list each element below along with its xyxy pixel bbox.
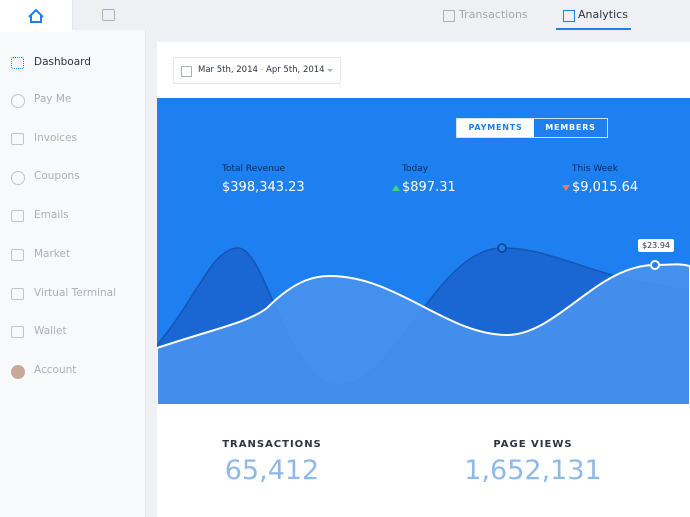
toggle: PAYMENTS MEMBERS bbox=[456, 118, 608, 138]
stat-value: $9,015.64 bbox=[572, 180, 639, 195]
tab-icon bbox=[563, 10, 575, 22]
stat-label: This Week bbox=[572, 164, 618, 174]
calendar-icon bbox=[181, 66, 192, 77]
list-tab[interactable] bbox=[72, 0, 146, 30]
stat-value: $897.31 bbox=[402, 180, 456, 195]
toggle-option[interactable]: MEMBERS bbox=[545, 123, 596, 132]
tab-icon bbox=[443, 10, 455, 22]
stat-value: $398,343.23 bbox=[222, 180, 305, 195]
menu-item[interactable]: Account bbox=[34, 364, 77, 376]
menu-item[interactable]: Wallet bbox=[34, 325, 67, 337]
menu-icon bbox=[11, 365, 25, 379]
point-marker bbox=[497, 243, 507, 253]
nav-tab[interactable]: Transactions bbox=[459, 8, 528, 21]
menu-icon bbox=[11, 249, 24, 261]
menu-item[interactable]: Market bbox=[34, 248, 71, 260]
area-chart bbox=[157, 243, 690, 405]
point-marker bbox=[650, 260, 660, 270]
home-icon bbox=[28, 8, 44, 23]
menu-icon bbox=[11, 210, 24, 222]
dropdown-caret bbox=[327, 69, 333, 72]
down-arrow bbox=[562, 185, 570, 191]
top-bar: Transactions Analytics bbox=[146, 0, 690, 30]
tooltip: $23.94 bbox=[638, 239, 674, 252]
stat-label: Today bbox=[402, 164, 429, 174]
total-value: 65,412 bbox=[224, 455, 320, 486]
total-label: PAGE VIEWS bbox=[493, 439, 573, 450]
menu-item[interactable]: Virtual Terminal bbox=[34, 287, 117, 299]
stat-label: Total Revenue bbox=[222, 164, 286, 174]
list-icon bbox=[102, 9, 115, 21]
home-tab[interactable] bbox=[0, 0, 72, 32]
menu-item[interactable]: Dashboard bbox=[34, 56, 91, 68]
menu-item[interactable]: Invoices bbox=[34, 132, 78, 144]
menu-icon bbox=[11, 57, 24, 69]
content-card: Mar 5th, 2014 - Apr 5th, 2014 $23.94 PAY… bbox=[157, 42, 690, 517]
active-underline bbox=[556, 28, 631, 30]
chart-panel: $23.94 PAYMENTS MEMBERS Total Revenue $39… bbox=[157, 98, 690, 405]
total-label: TRANSACTIONS bbox=[222, 439, 322, 450]
up-arrow bbox=[392, 185, 400, 191]
menu-icon bbox=[11, 288, 24, 300]
date-start: Mar 5th, 2014 bbox=[198, 65, 258, 75]
menu-icon bbox=[11, 94, 25, 108]
menu-icon bbox=[11, 133, 24, 145]
menu-icon bbox=[11, 326, 24, 338]
menu-item[interactable]: Emails bbox=[34, 209, 69, 221]
sidebar: Dashboard Pay Me Invoices Coupons Emails Mark… bbox=[0, 0, 146, 517]
total-value: 1,652,131 bbox=[464, 455, 602, 486]
date-separator: - bbox=[260, 65, 264, 75]
toggle-active[interactable]: PAYMENTS bbox=[457, 119, 534, 137]
menu-icon bbox=[11, 171, 25, 185]
menu-item[interactable]: Pay Me bbox=[34, 93, 72, 105]
menu-item[interactable]: Coupons bbox=[34, 170, 80, 182]
nav-tab[interactable]: Analytics bbox=[578, 8, 628, 21]
date-end: Apr 5th, 2014 bbox=[266, 65, 325, 75]
date-picker[interactable]: Mar 5th, 2014 - Apr 5th, 2014 bbox=[173, 57, 341, 84]
